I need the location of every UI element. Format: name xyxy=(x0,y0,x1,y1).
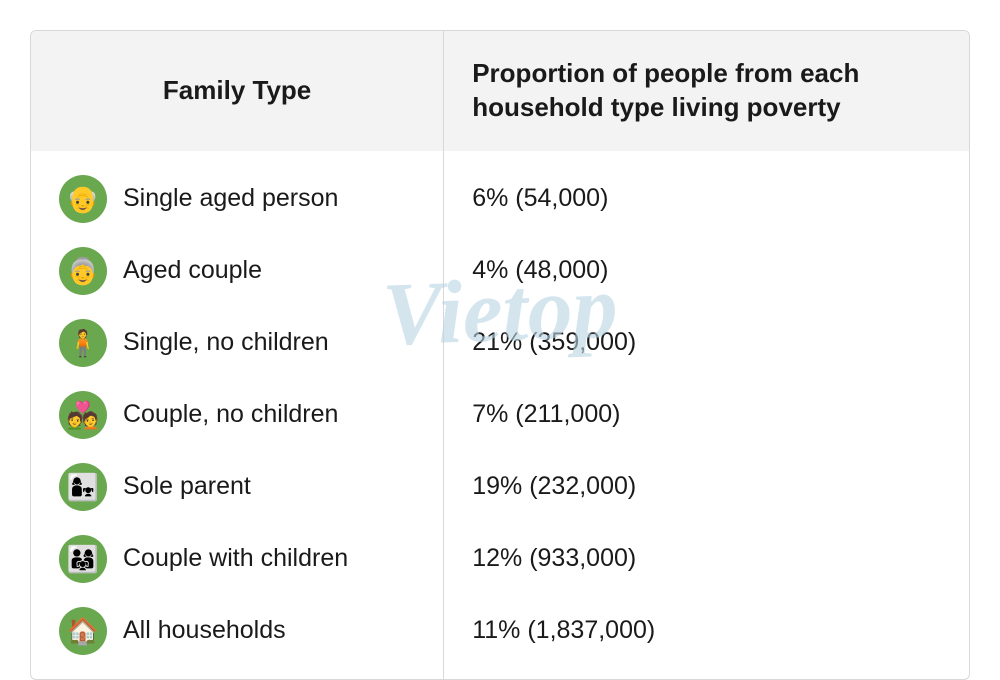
aged-couple-icon: 👵 xyxy=(59,247,107,295)
family-type-cell: 💑 Couple, no children xyxy=(31,379,444,451)
couple-no-children-icon: 💑 xyxy=(59,391,107,439)
family-type-cell: 🧍 Single, no children xyxy=(31,307,444,379)
family-cell-wrap: 👴 Single aged person xyxy=(59,175,415,223)
proportion-cell: 21% (359,000) xyxy=(444,307,969,379)
table-row: 👴 Single aged person 6% (54,000) xyxy=(31,151,969,235)
table-row: 👩‍👧 Sole parent 19% (232,000) xyxy=(31,451,969,523)
proportion-cell: 11% (1,837,000) xyxy=(444,595,969,679)
family-cell-wrap: 🏠 All households xyxy=(59,607,415,655)
table-row: 🏠 All households 11% (1,837,000) xyxy=(31,595,969,679)
family-type-cell: 👵 Aged couple xyxy=(31,235,444,307)
header-row: Family Type Proportion of people from ea… xyxy=(31,31,969,151)
table-row: 👨‍👩‍👧 Couple with children 12% (933,000) xyxy=(31,523,969,595)
family-type-label: Couple with children xyxy=(123,544,348,573)
family-type-cell: 👩‍👧 Sole parent xyxy=(31,451,444,523)
proportion-cell: 19% (232,000) xyxy=(444,451,969,523)
family-type-label: Single, no children xyxy=(123,328,329,357)
family-type-cell: 🏠 All households xyxy=(31,595,444,679)
family-cell-wrap: 🧍 Single, no children xyxy=(59,319,415,367)
single-aged-person-icon: 👴 xyxy=(59,175,107,223)
table-row: 💑 Couple, no children 7% (211,000) xyxy=(31,379,969,451)
table-row: 🧍 Single, no children 21% (359,000) xyxy=(31,307,969,379)
proportion-cell: 4% (48,000) xyxy=(444,235,969,307)
family-cell-wrap: 👨‍👩‍👧 Couple with children xyxy=(59,535,415,583)
couple-with-children-icon: 👨‍👩‍👧 xyxy=(59,535,107,583)
col-header-proportion: Proportion of people from each household… xyxy=(444,31,969,151)
proportion-cell: 12% (933,000) xyxy=(444,523,969,595)
family-type-label: All households xyxy=(123,616,286,645)
poverty-table: Family Type Proportion of people from ea… xyxy=(30,30,970,680)
family-type-label: Aged couple xyxy=(123,256,262,285)
family-type-cell: 👴 Single aged person xyxy=(31,151,444,235)
data-table: Family Type Proportion of people from ea… xyxy=(31,31,969,679)
col-header-family-type: Family Type xyxy=(31,31,444,151)
single-no-children-icon: 🧍 xyxy=(59,319,107,367)
family-type-label: Couple, no children xyxy=(123,400,338,429)
family-type-label: Sole parent xyxy=(123,472,251,501)
family-type-cell: 👨‍👩‍👧 Couple with children xyxy=(31,523,444,595)
family-cell-wrap: 👩‍👧 Sole parent xyxy=(59,463,415,511)
family-cell-wrap: 👵 Aged couple xyxy=(59,247,415,295)
family-cell-wrap: 💑 Couple, no children xyxy=(59,391,415,439)
sole-parent-icon: 👩‍👧 xyxy=(59,463,107,511)
all-households-icon: 🏠 xyxy=(59,607,107,655)
table-body: 👴 Single aged person 6% (54,000) 👵 Aged coup… xyxy=(31,151,969,679)
table-row: 👵 Aged couple 4% (48,000) xyxy=(31,235,969,307)
proportion-cell: 7% (211,000) xyxy=(444,379,969,451)
proportion-cell: 6% (54,000) xyxy=(444,151,969,235)
family-type-label: Single aged person xyxy=(123,184,338,213)
